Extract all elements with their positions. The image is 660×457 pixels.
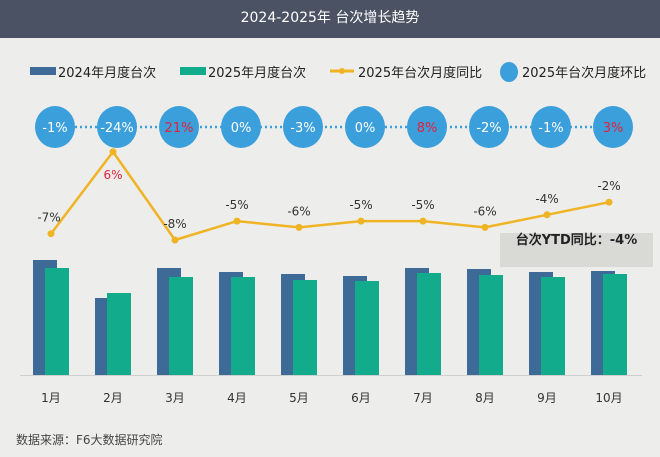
x-tick-label: 10月 [595,391,622,405]
mom-bubble [97,106,137,148]
bar-2025 [479,275,503,375]
yoy-label: 6% [103,168,122,182]
yoy-point [47,230,55,238]
legend-swatch [180,67,206,75]
x-tick-label: 3月 [165,391,185,405]
x-tick-label: 1月 [41,391,61,405]
yoy-point [357,217,365,225]
mom-label: -1% [42,121,67,136]
source-note: 数据来源：F6大数据研究院 [16,433,163,447]
bar-2025 [169,277,193,375]
legend-label: 2024年月度台次 [58,65,156,81]
mom-label: -2% [476,121,501,136]
yoy-label: -8% [163,217,186,231]
mom-bubble [593,106,633,148]
yoy-point [543,211,551,219]
yoy-line [50,149,610,242]
x-tick-label: 4月 [227,391,247,405]
mom-bubble [283,106,323,148]
mom-bubble [159,106,199,148]
yoy-point [233,217,241,225]
x-tick-label: 8月 [475,391,495,405]
yoy-point [419,217,427,225]
x-tick-label: 2月 [103,391,123,405]
yoy-label: -2% [597,179,620,193]
legend-label: 2025年月度台次 [208,65,306,81]
yoy-label: -7% [37,211,60,225]
yoy-label: -6% [287,204,310,218]
mom-bubble [221,106,261,148]
yoy-point [481,223,489,231]
ytd-annotation: 台次YTD同比：-4% [500,233,653,267]
yoy-point [605,198,613,206]
yoy-point [171,236,179,244]
mom-label: 8% [417,121,438,136]
mom-label: 0% [355,121,376,136]
yoy-label: -6% [473,204,496,218]
legend-swatch [30,67,56,75]
yoy-point [295,223,303,231]
mom-label: 0% [231,121,252,136]
yoy-label: -5% [225,198,248,212]
mom-label: 3% [603,121,624,136]
bar-2025 [355,281,379,375]
bar-2025 [541,277,565,375]
x-tick-label: 5月 [289,391,309,405]
bar-2025 [603,274,627,375]
mom-bubble [35,106,75,148]
bar-2025 [231,277,255,375]
legend-label: 2025年台次月度同比 [358,65,482,81]
legend-swatch [500,62,518,82]
yoy-point [109,148,117,156]
mom-label: -1% [538,121,563,136]
legend-label: 2025年台次月度环比 [522,65,646,81]
bar-2025 [45,268,69,375]
yoy-label: -5% [411,198,434,212]
x-tick-label: 6月 [351,391,371,405]
mom-bubble [469,106,509,148]
chart-title: 2024-2025年 台次增长趋势 [0,0,660,38]
legend-swatch [339,68,345,74]
mom-bubble [531,106,571,148]
x-tick-label: 7月 [413,391,433,405]
mom-label: 21% [165,121,194,136]
mom-bubble [407,106,447,148]
yoy-label: -5% [349,198,372,212]
mom-label: -3% [290,121,315,136]
bar-2025 [107,293,131,375]
mom-bubble [345,106,385,148]
x-tick-label: 9月 [537,391,557,405]
mom-label: -24% [100,121,134,136]
yoy-label: -4% [535,192,558,206]
bar-2025 [417,273,441,375]
bar-2025 [293,280,317,375]
